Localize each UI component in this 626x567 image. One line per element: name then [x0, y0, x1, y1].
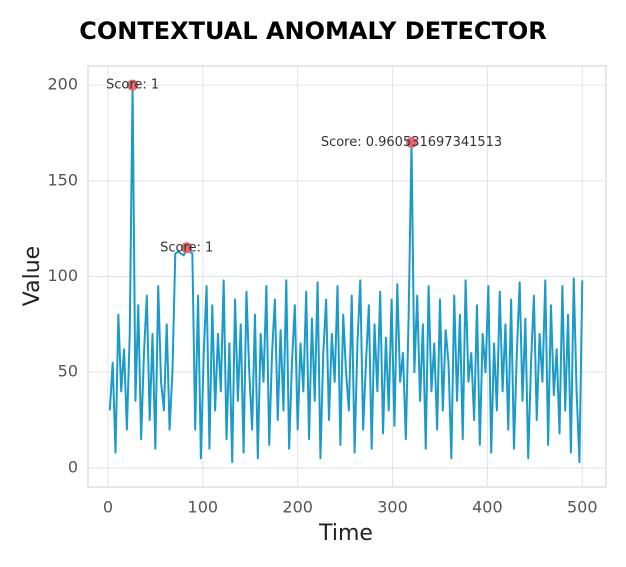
x-tick-label: 200 — [282, 498, 313, 517]
x-axis-label: Time — [318, 521, 373, 546]
y-tick-label: 200 — [47, 75, 78, 94]
x-tick-label: 300 — [377, 498, 408, 517]
x-tick-label: 0 — [103, 498, 113, 517]
y-tick-label: 0 — [68, 457, 78, 476]
y-tick-label: 100 — [47, 266, 78, 285]
x-tick-label: 100 — [188, 498, 219, 517]
y-tick-label: 150 — [47, 170, 78, 189]
anomaly-point — [127, 79, 139, 91]
anomaly-point — [181, 242, 193, 254]
anomaly-label: Score: 1 — [160, 240, 213, 255]
anomaly-label: Score: 1 — [106, 78, 159, 93]
y-tick-label: 50 — [58, 362, 78, 381]
x-tick-label: 500 — [567, 498, 598, 517]
anomaly-point — [406, 137, 418, 149]
x-tick-label: 400 — [472, 498, 503, 517]
anomaly-label: Score: 0.960531697341513 — [321, 135, 502, 150]
chart-title: CONTEXTUAL ANOMALY DETECTOR — [79, 17, 546, 45]
y-axis-label: Value — [20, 246, 45, 306]
